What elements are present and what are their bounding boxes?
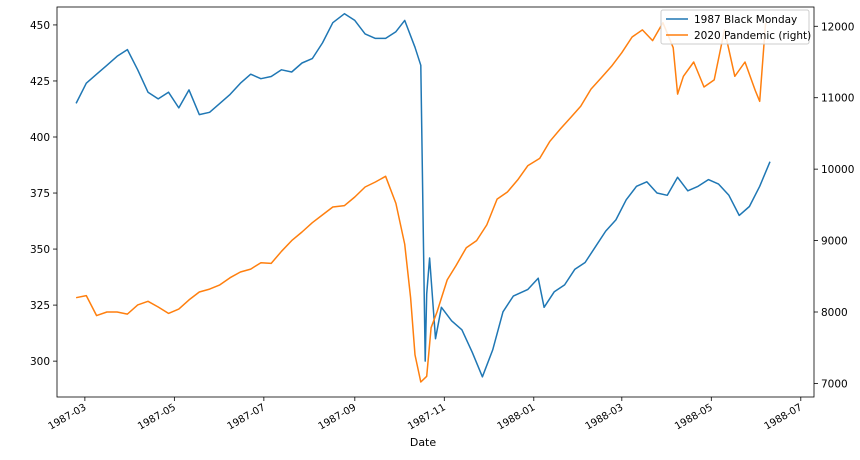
plot-area: [75, 12, 771, 383]
x-tick-label-4: 1987-11: [406, 402, 448, 432]
y-right-tick-label-5: 12000: [821, 21, 854, 33]
y-left-tick-label-0: 300: [30, 356, 50, 368]
y-right-tick-label-1: 8000: [821, 307, 848, 319]
x-tick-label-3: 1987-09: [317, 402, 359, 432]
legend-label-series1: 1987 Black Monday: [694, 14, 797, 26]
y-right-tick-label-4: 11000: [821, 93, 854, 105]
y-left-tick-label-5: 425: [30, 76, 50, 88]
axes: 1987-03 1987-05 1987-07 1987-09 1987-11 1988-…: [30, 6, 854, 432]
y-right-tick-label-2: 9000: [821, 236, 848, 248]
y-left-tick-label-1: 325: [30, 300, 50, 312]
legend: 1987 Black Monday 2020 Pandemic (right): [660, 9, 811, 45]
x-tick-label-6: 1988-03: [584, 402, 626, 432]
x-tick-label-8: 1988-07: [763, 402, 805, 432]
x-tick-label-7: 1988-05: [673, 402, 715, 432]
legend-label-series2: 2020 Pandemic (right): [694, 30, 811, 42]
series-line-1: [75, 12, 771, 378]
x-tick-label-5: 1988-01: [496, 402, 538, 432]
y-right-tick-label-0: 7000: [821, 378, 848, 390]
y-right-tick-label-3: 10000: [821, 164, 854, 176]
y-left-tick-label-6: 450: [30, 20, 50, 32]
plot-frame: [56, 6, 815, 398]
x-axis-label: Date: [410, 436, 437, 449]
y-left-tick-label-4: 400: [30, 132, 50, 144]
legend-box: [660, 9, 810, 45]
x-tick-label-1: 1987-05: [136, 402, 178, 432]
x-tick-label-2: 1987-07: [226, 402, 268, 432]
y-left-tick-label-2: 350: [30, 244, 50, 256]
y-left-tick-label-3: 375: [30, 188, 50, 200]
x-tick-label-0: 1987-03: [47, 402, 89, 432]
